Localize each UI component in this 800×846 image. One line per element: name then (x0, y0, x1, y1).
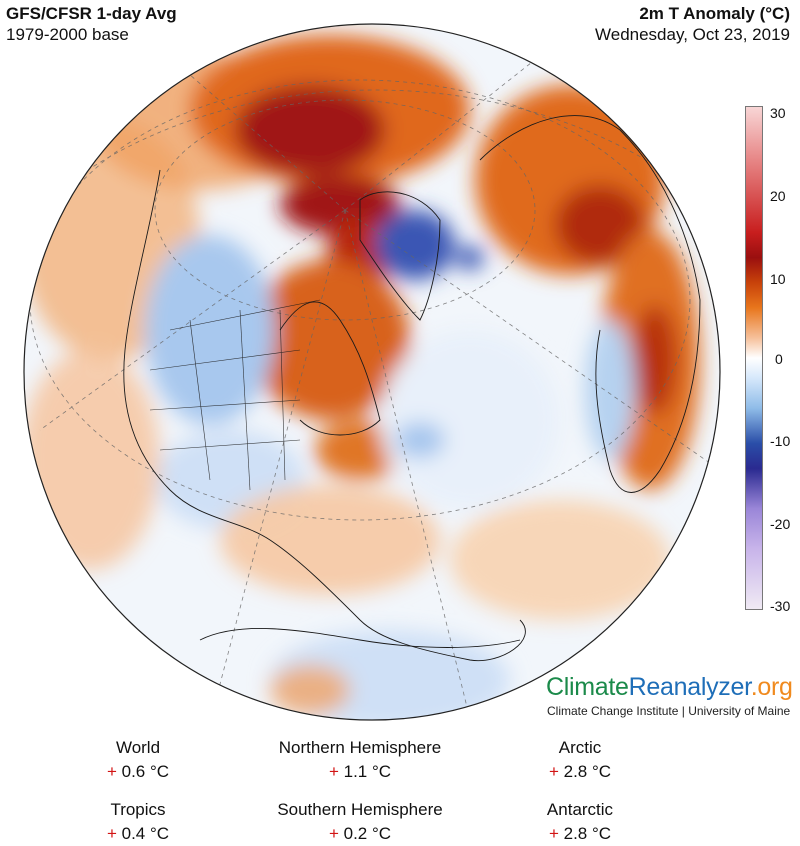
stat-label: Southern Hemisphere (277, 800, 443, 819)
stat-sign: + (328, 762, 339, 781)
stat-arctic: Arctic + 2.8 °C (460, 736, 700, 784)
colorbar-tick: -20 (770, 516, 791, 532)
colorbar-tick: 30 (770, 105, 786, 121)
logo-part-climate: Climate (546, 673, 629, 701)
stat-southern-hemisphere: Southern Hemisphere + 0.2 °C (240, 798, 480, 846)
header-right: 2m T Anomaly (°C) Wednesday, Oct 23, 201… (595, 3, 790, 45)
colorbar-tick: 0 (775, 351, 783, 367)
stat-northern-hemisphere: Northern Hemisphere + 1.1 °C (240, 736, 480, 784)
stat-value: 2.8 °C (563, 762, 612, 781)
header-left: GFS/CFSR 1-day Avg 1979-2000 base (6, 3, 177, 45)
stat-value: 0.6 °C (121, 762, 170, 781)
globe-outline (23, 23, 721, 721)
stat-value: 0.2 °C (343, 824, 392, 843)
colorbar-tick: -10 (770, 433, 791, 449)
logo-part-reanalyzer: Reanalyzer (628, 673, 751, 701)
borders (149, 299, 321, 491)
colorbar-tick: 20 (770, 188, 786, 204)
logo-part-org: .org (750, 673, 793, 701)
map-title: GFS/CFSR 1-day Avg (6, 4, 177, 23)
stat-sign: + (106, 824, 117, 843)
institute-credit: Climate Change Institute | University of… (547, 704, 791, 718)
stat-sign: + (106, 762, 117, 781)
stat-antarctic: Antarctic + 2.8 °C (460, 798, 700, 846)
coastlines (123, 115, 701, 662)
colorbar-tick: -30 (770, 598, 791, 614)
stat-world: World + 0.6 °C (18, 736, 258, 784)
stat-label: Northern Hemisphere (278, 738, 442, 757)
stat-tropics: Tropics + 0.4 °C (18, 798, 258, 846)
stat-value: 2.8 °C (563, 824, 612, 843)
stat-sign: + (548, 762, 559, 781)
site-logo[interactable]: ClimateReanalyzer.org (546, 673, 793, 701)
stat-label: World (115, 738, 161, 757)
stat-label: Antarctic (546, 800, 614, 819)
stat-value: 1.1 °C (343, 762, 392, 781)
stat-sign: + (328, 824, 339, 843)
stat-label: Arctic (558, 738, 602, 757)
stat-label: Tropics (110, 800, 166, 819)
colorbar-tick: 10 (770, 271, 786, 287)
map-date: Wednesday, Oct 23, 2019 (595, 25, 790, 44)
stat-value: 0.4 °C (121, 824, 170, 843)
variable-name: 2m T Anomaly (°C) (639, 4, 790, 23)
stat-sign: + (548, 824, 559, 843)
base-period: 1979-2000 base (6, 25, 129, 44)
colorbar (745, 106, 763, 610)
